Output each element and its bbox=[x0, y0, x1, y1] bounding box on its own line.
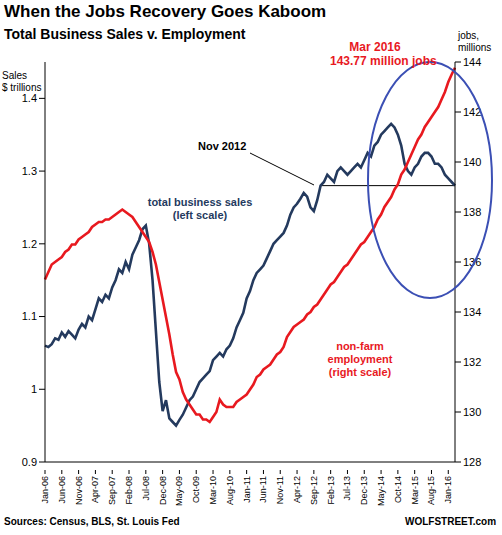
svg-text:Apr-07: Apr-07 bbox=[90, 476, 100, 503]
html-text:When the Jobs Recovery Goes Ka: When the Jobs Recovery Goes Kaboom bbox=[4, 2, 327, 21]
svg-text:Jun-06: Jun-06 bbox=[57, 476, 67, 504]
svg-text:May-09: May-09 bbox=[174, 476, 184, 506]
svg-text:Aug-15: Aug-15 bbox=[426, 476, 436, 505]
svg-text:May-14: May-14 bbox=[376, 476, 386, 506]
svg-text:Nov-06: Nov-06 bbox=[74, 476, 84, 505]
svg-text:142: 142 bbox=[463, 106, 481, 118]
svg-text:Jan-06: Jan-06 bbox=[40, 476, 50, 504]
svg-text:Sep-12: Sep-12 bbox=[309, 476, 319, 505]
html-text:Mar 2016: Mar 2016 bbox=[349, 40, 401, 54]
svg-text:1.2: 1.2 bbox=[22, 238, 37, 250]
svg-text:Feb-13: Feb-13 bbox=[326, 476, 336, 505]
svg-text:Jul-08: Jul-08 bbox=[141, 476, 151, 501]
svg-text:128: 128 bbox=[463, 456, 481, 468]
svg-text:Apr-12: Apr-12 bbox=[292, 476, 302, 503]
html-text:$ trillions: $ trillions bbox=[2, 82, 42, 93]
svg-text:1: 1 bbox=[31, 383, 37, 395]
html-text:WOLFSTREET.com: WOLFSTREET.com bbox=[405, 516, 497, 527]
svg-text:Dec-13: Dec-13 bbox=[359, 476, 369, 505]
svg-text:Dec-08: Dec-08 bbox=[158, 476, 168, 505]
html-text:total business sales (left sca: total business sales (left scale) bbox=[147, 196, 253, 221]
svg-text:Jan-16: Jan-16 bbox=[443, 476, 453, 504]
svg-text:1.4: 1.4 bbox=[22, 92, 37, 104]
html-text:non-farm employment (right sca: non-farm employment (right scale) bbox=[327, 340, 393, 378]
html-text:Nov 2012: Nov 2012 bbox=[198, 140, 247, 152]
svg-text:134: 134 bbox=[463, 306, 481, 318]
svg-text:1.3: 1.3 bbox=[22, 165, 37, 177]
svg-text:Feb-08: Feb-08 bbox=[124, 476, 134, 505]
html-text:Sources: Census, BLS, St. Loui: Sources: Census, BLS, St. Louis Fed bbox=[4, 516, 180, 527]
svg-text:140: 140 bbox=[463, 156, 481, 168]
svg-text:144: 144 bbox=[463, 56, 481, 68]
svg-text:Jun-11: Jun-11 bbox=[258, 476, 268, 503]
svg-text:Jan-11: Jan-11 bbox=[242, 476, 252, 503]
svg-text:130: 130 bbox=[463, 406, 481, 418]
svg-text:Mar-15: Mar-15 bbox=[410, 476, 420, 505]
svg-text:1.1: 1.1 bbox=[22, 310, 37, 322]
svg-text:Nov-11: Nov-11 bbox=[275, 476, 285, 504]
svg-text:138: 138 bbox=[463, 206, 481, 218]
svg-text:Mar-10: Mar-10 bbox=[208, 476, 218, 505]
svg-text:Aug-10: Aug-10 bbox=[225, 476, 235, 505]
svg-text:Jul-13: Jul-13 bbox=[342, 476, 352, 501]
html-text:Sales: Sales bbox=[2, 70, 27, 81]
html-text:millions: millions bbox=[458, 42, 492, 53]
svg-text:Oct-14: Oct-14 bbox=[393, 476, 403, 503]
html-text:143.77 million jobs: 143.77 million jobs bbox=[330, 54, 437, 68]
svg-text:Oct-09: Oct-09 bbox=[191, 476, 201, 503]
html-text:Total Business Sales v. Employ: Total Business Sales v. Employment bbox=[4, 26, 246, 42]
svg-text:Sep-07: Sep-07 bbox=[107, 476, 117, 505]
svg-text:0.9: 0.9 bbox=[22, 456, 37, 468]
svg-text:132: 132 bbox=[463, 356, 481, 368]
svg-text:136: 136 bbox=[463, 256, 481, 268]
html-text:jobs,: jobs, bbox=[458, 30, 480, 41]
